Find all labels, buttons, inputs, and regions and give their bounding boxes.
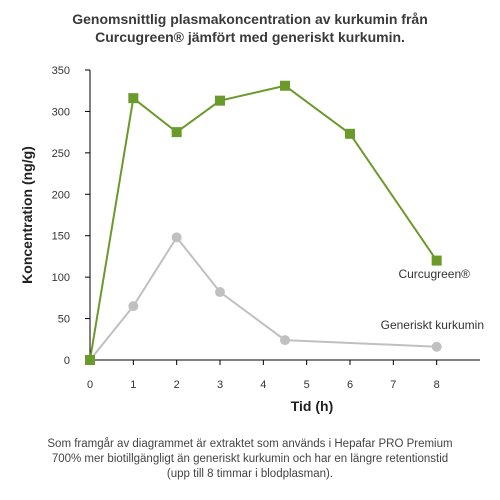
data-point-curcugreen [215, 95, 225, 106]
y-axis-ticks: 0 50 100 150 200 250 300 350 [52, 65, 90, 367]
x-tick-label: 3 [217, 379, 223, 391]
series-generiskt-kurkumin [85, 232, 442, 365]
caption-line-1: Som framgår av diagrammet är extraktet s… [47, 438, 453, 450]
y-tick-label: 100 [52, 272, 70, 284]
y-axis-label: Koncentration (ng/g) [19, 146, 35, 284]
data-point-curcugreen [128, 93, 139, 104]
data-point-generiskt-kurkumin [215, 287, 225, 298]
data-point-generiskt-kurkumin [128, 301, 139, 312]
series-curcugreen [85, 80, 442, 365]
x-tick-label: 4 [260, 379, 266, 391]
data-point-curcugreen [345, 128, 355, 139]
x-axis-label: Tid (h) [291, 398, 334, 414]
data-point-curcugreen [85, 355, 95, 365]
y-tick-label: 350 [52, 65, 70, 77]
y-tick-label: 300 [52, 106, 70, 118]
y-tick-label: 250 [52, 148, 70, 160]
caption-line-3: (upp till 8 timmar i blodplasman). [166, 468, 334, 480]
series-line-generiskt-kurkumin [89, 235, 437, 361]
chart-title-line-1: Genomsnittlig plasmakoncentration av kur… [72, 11, 428, 27]
series-label-curcugreen: Curcugreen® [398, 267, 470, 281]
data-point-curcugreen [431, 255, 442, 266]
series-layer [85, 80, 442, 365]
x-tick-label: 0 [87, 379, 93, 391]
x-tick-label: 5 [304, 379, 310, 391]
caption-line-2: 700% mer biotillgängligt än generiskt ku… [51, 453, 449, 465]
y-tick-label: 150 [52, 231, 70, 243]
y-tick-label: 0 [64, 355, 70, 367]
x-tick-label: 8 [434, 379, 440, 391]
data-point-generiskt-kurkumin [280, 335, 290, 346]
x-tick-label: 2 [174, 379, 180, 391]
data-point-curcugreen [171, 127, 182, 138]
x-tick-label: 7 [390, 379, 396, 391]
series-label-generiskt: Generiskt kurkumin [381, 318, 484, 332]
data-point-generiskt-kurkumin [171, 232, 182, 243]
data-point-generiskt-kurkumin [431, 341, 442, 352]
y-tick-label: 50 [58, 314, 70, 326]
chart-title-line-2: Curcugreen® jämfört med generiskt kurkum… [95, 29, 405, 45]
x-tick-label: 1 [130, 379, 136, 391]
data-point-curcugreen [280, 80, 290, 91]
x-axis-ticks: 0 1 2 3 4 5 6 7 8 [87, 360, 440, 391]
y-tick-label: 200 [52, 189, 70, 201]
x-tick-label: 6 [347, 379, 353, 391]
